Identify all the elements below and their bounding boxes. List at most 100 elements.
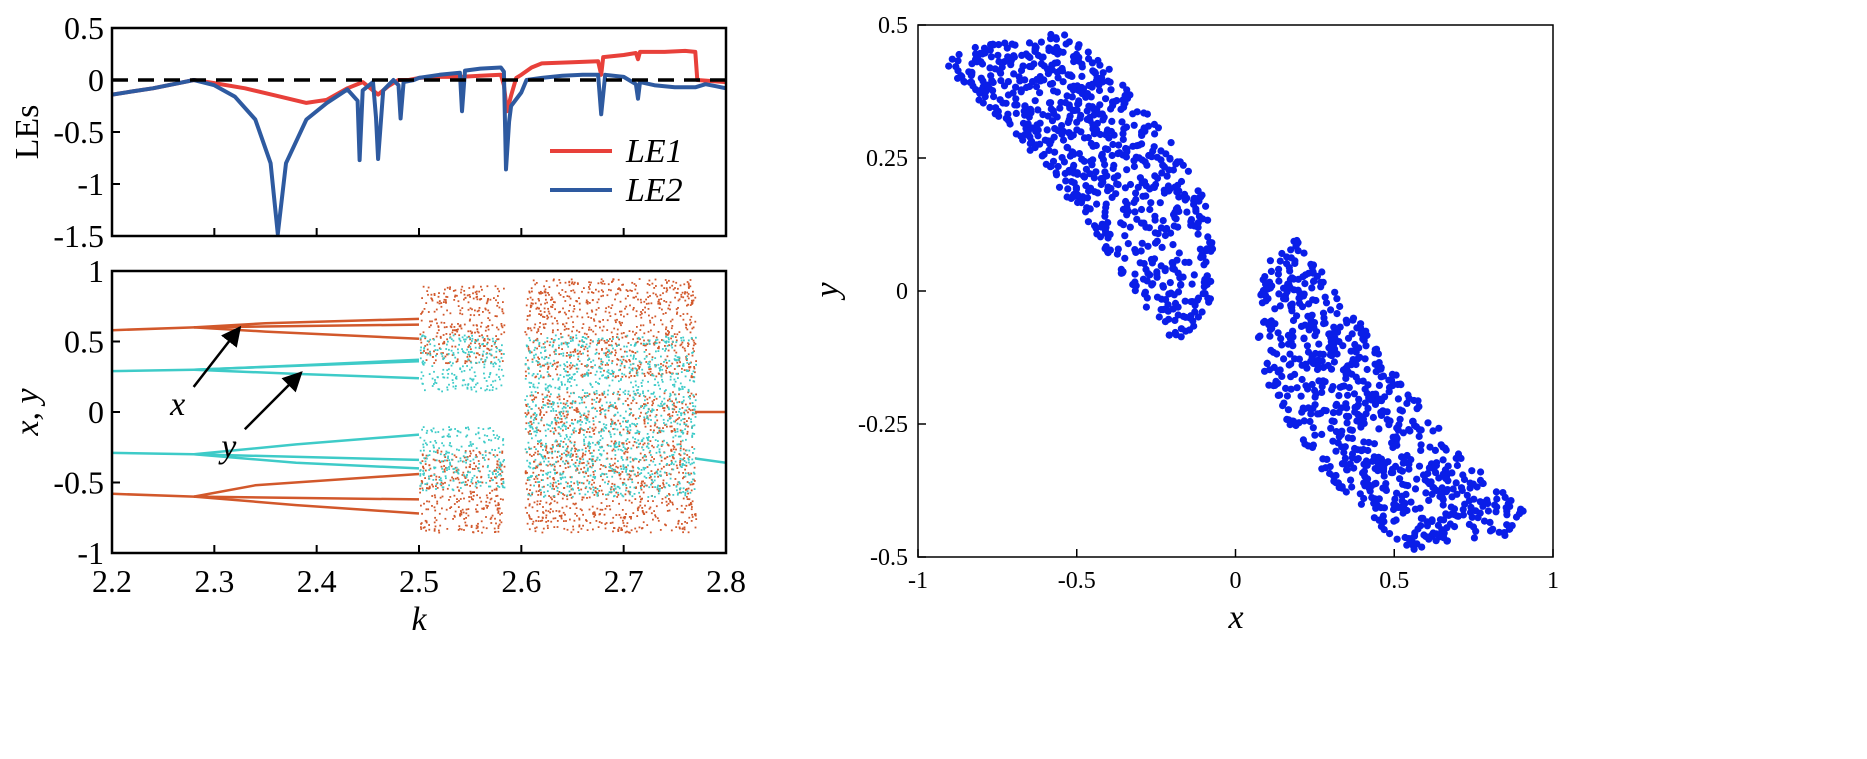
bifurcation-point-x — [479, 470, 481, 473]
bifurcation-point-y — [645, 459, 648, 461]
bifurcation-point-y — [449, 442, 451, 444]
bifurcation-point-y — [691, 458, 694, 461]
bifurcation-point-y — [440, 353, 443, 355]
bifurcation-point-y — [569, 336, 572, 338]
bifurcation-point-y — [498, 458, 500, 461]
attractor-point — [1169, 265, 1177, 273]
bifurcation-point-y — [680, 419, 683, 422]
bifurcation-point-y — [446, 435, 449, 437]
attractor-point — [1393, 489, 1401, 497]
bifurcation-point-x — [547, 310, 550, 313]
bifurcation-point-x — [629, 304, 631, 307]
bifurcation-point-y — [583, 443, 586, 445]
bifurcation-point-y — [464, 451, 467, 454]
bifurcation-point-y — [483, 459, 486, 461]
bifurcation-point-x — [667, 330, 669, 332]
bifurcation-point-y — [684, 491, 687, 494]
bifurcation-point-x — [456, 294, 458, 297]
attractor-point — [1099, 156, 1107, 164]
bifurcation-point-y — [481, 454, 484, 456]
bifurcation-point-x — [620, 324, 622, 327]
bifurcation-point-x — [466, 524, 468, 527]
bifurcation-point-x — [683, 418, 686, 420]
bifurcation-point-x — [449, 288, 451, 290]
attractor-point — [1051, 59, 1059, 67]
attractor-point — [960, 78, 969, 86]
bifurcation-point-x — [550, 502, 552, 505]
bifurcation-point-x — [692, 347, 694, 350]
bifurcation-point-y — [655, 350, 657, 353]
bifurcation-point-x — [589, 487, 592, 490]
bifurcation-point-y — [533, 467, 535, 469]
bifurcation-point-x — [461, 492, 464, 495]
bifurcation-point-y — [589, 442, 591, 445]
bifurcation-point-y — [553, 359, 555, 362]
bifurcation-point-x — [598, 513, 601, 516]
bifurcation-point-x — [472, 297, 475, 300]
bifurcation-point-x — [574, 418, 576, 421]
attractor-point — [1137, 247, 1145, 255]
bifurcation-point-y — [574, 402, 577, 404]
bifurcation-point-x — [528, 314, 531, 317]
bifurcation-point-y — [575, 469, 578, 471]
bifurcation-point-x — [553, 432, 555, 435]
bifurcation-point-x — [469, 296, 471, 298]
bifurcation-point-x — [678, 331, 681, 333]
bifurcation-point-x — [419, 491, 421, 494]
bifurcation-point-y — [584, 374, 586, 377]
bifurcation-point-x — [621, 442, 624, 444]
bifurcation-point-x — [572, 528, 575, 531]
bifurcation-point-x — [606, 319, 609, 322]
attractor-point — [1030, 60, 1038, 68]
bifurcation-point-y — [542, 479, 544, 481]
bifurcation-point-x — [606, 329, 609, 331]
bifurcation-point-x — [617, 390, 620, 393]
attractor-point — [990, 93, 998, 101]
bifurcation-point-x — [595, 520, 598, 522]
bifurcation-point-y — [597, 440, 600, 443]
bifurcation-point-x — [469, 355, 471, 358]
bifurcation-point-x — [586, 312, 589, 315]
bifurcation-point-y — [542, 456, 544, 458]
lyapunov-series-le1 — [112, 48, 726, 114]
bifurcation-point-x — [668, 371, 671, 373]
bifurcation-point-y — [459, 340, 462, 342]
bifurcation-point-y — [687, 457, 690, 460]
bifurcation-point-y — [500, 356, 503, 359]
bifurcation-point-x — [419, 333, 422, 336]
bifurcation-point-x — [658, 307, 661, 309]
bifurcation-point-x — [530, 351, 533, 354]
bifurcation-point-y — [675, 372, 678, 375]
bifurcation-point-y — [692, 452, 694, 454]
bifurcation-point-x — [666, 504, 668, 507]
bifurcation-point-x — [643, 403, 645, 405]
bifurcation-point-y — [582, 352, 584, 355]
bifurcation-point-x — [532, 302, 534, 305]
bifurcation-point-x — [669, 473, 672, 476]
bifurcation-point-y — [528, 337, 531, 339]
bifurcation-point-y — [419, 485, 422, 487]
bifurcation-point-x — [547, 373, 550, 376]
bifurcation-point-x — [652, 500, 654, 502]
bifurcation-point-y — [659, 475, 662, 477]
bifurcation-point-y — [629, 460, 632, 463]
bifurcation-point-y — [621, 449, 624, 452]
bifurcation-point-y — [576, 459, 578, 461]
bifurcation-point-y — [452, 479, 455, 482]
bifurcation-ytick-label: -0.5 — [53, 465, 104, 501]
bifurcation-point-y — [625, 469, 628, 471]
bifurcation-point-y — [590, 452, 593, 454]
bifurcation-point-x — [665, 328, 667, 331]
bifurcation-point-x — [608, 311, 611, 314]
bifurcation-point-x — [525, 333, 528, 336]
bifurcation-point-y — [596, 410, 598, 412]
bifurcation-point-y — [680, 337, 682, 339]
bifurcation-point-x — [475, 524, 478, 527]
bifurcation-point-x — [608, 288, 610, 291]
bifurcation-point-x — [682, 313, 685, 315]
bifurcation-point-x — [453, 454, 456, 457]
bifurcation-point-x — [663, 485, 666, 488]
bifurcation-point-x — [684, 323, 687, 326]
attractor-point — [1139, 192, 1147, 200]
bifurcation-point-x — [460, 528, 463, 531]
